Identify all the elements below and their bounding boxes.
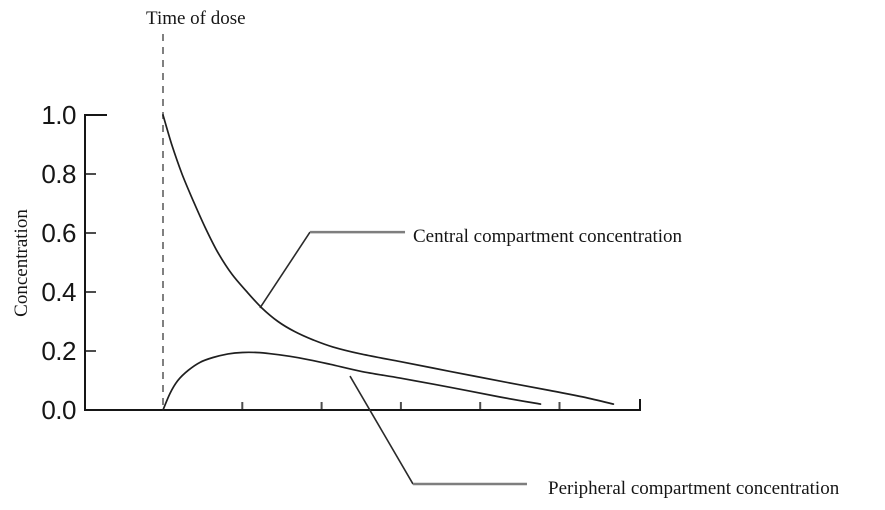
y-tick-label: 0.2 bbox=[41, 336, 76, 366]
y-tick-label: 0.4 bbox=[41, 277, 76, 307]
time-of-dose-label: Time of dose bbox=[146, 8, 246, 29]
y-tick-label: 0.6 bbox=[41, 218, 76, 248]
central-series-label: Central compartment concentration bbox=[413, 226, 683, 247]
axes bbox=[84, 114, 641, 411]
central-curve bbox=[162, 114, 615, 405]
peripheral-curve bbox=[162, 351, 542, 411]
peripheral-series-label: Peripheral compartment concentration bbox=[548, 478, 840, 499]
peripheral-leader-diagonal bbox=[349, 375, 414, 485]
central-leader-diagonal bbox=[259, 231, 311, 309]
y-tick-label: 1.0 bbox=[41, 100, 76, 130]
y-tick-label: 0.8 bbox=[41, 159, 76, 189]
y-tick-label: 0.0 bbox=[41, 395, 76, 425]
